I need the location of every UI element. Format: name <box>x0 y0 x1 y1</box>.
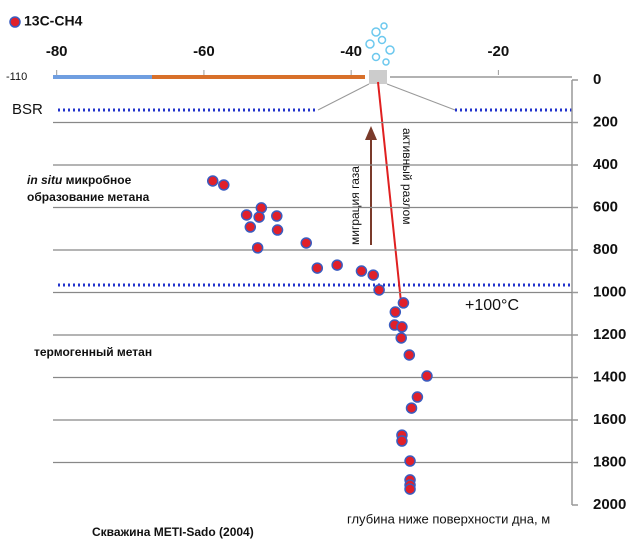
bsr-bend <box>387 84 455 110</box>
data-point <box>412 392 422 402</box>
y-tick-label: 1800 <box>593 453 626 470</box>
data-point <box>397 436 407 446</box>
y-tick-label: 2000 <box>593 496 626 513</box>
microbial-label: in situ микробное <box>27 173 132 187</box>
y-tick-label: 1400 <box>593 368 626 385</box>
data-point <box>219 180 229 190</box>
y-tick-label: 800 <box>593 241 618 258</box>
y-tick-label: 400 <box>593 156 618 173</box>
data-point <box>396 333 406 343</box>
x-tick-label: -40 <box>340 43 362 60</box>
data-point <box>332 260 342 270</box>
data-point <box>374 285 384 295</box>
y-tick-label: 0 <box>593 71 601 88</box>
vent <box>369 70 387 84</box>
data-point <box>208 176 218 186</box>
microbial-label: образование метана <box>27 190 150 204</box>
fault-line <box>378 82 401 302</box>
data-point <box>301 238 311 248</box>
data-point <box>405 456 415 466</box>
x-tick-label: -80 <box>46 43 68 60</box>
thermogenic-label: термогенный метан <box>34 345 152 359</box>
data-point <box>368 270 378 280</box>
y-tick-label: 200 <box>593 113 618 130</box>
microbial-label-part: in situ <box>27 173 63 187</box>
x-tick-label: -20 <box>488 43 510 60</box>
temperature-label: +100°C <box>465 297 519 314</box>
data-point <box>404 350 414 360</box>
data-point <box>254 212 264 222</box>
data-point <box>356 266 366 276</box>
bubbles <box>366 23 394 65</box>
data-point <box>272 211 282 221</box>
y-tick-label: 600 <box>593 198 618 215</box>
data-point <box>397 322 407 332</box>
microbial-label-part: микробное <box>62 173 131 187</box>
fault-label: активный разлом <box>400 128 414 225</box>
caption: Скважина METI-Sado (2004) <box>92 525 254 539</box>
legend-label: 13C-CH4 <box>24 13 83 29</box>
migration-arrowhead <box>365 126 377 140</box>
data-point <box>312 263 322 273</box>
legend-marker <box>10 17 20 27</box>
data-point <box>405 484 415 494</box>
y-tick-label: 1200 <box>593 326 626 343</box>
data-point <box>256 203 266 213</box>
data-point <box>273 225 283 235</box>
y-tick-label: 1000 <box>593 283 626 300</box>
surface-bar-blue <box>53 75 152 79</box>
bsr-bend <box>318 84 369 110</box>
data-point <box>422 371 432 381</box>
x-left-label: -110 <box>6 71 27 83</box>
data-point <box>398 298 408 308</box>
data-point <box>407 403 417 413</box>
surface-bar-orange <box>152 75 365 79</box>
data-point <box>253 243 263 253</box>
migration-label: миграция газа <box>348 166 362 245</box>
bsr-label: BSR <box>12 101 43 118</box>
x-tick-label: -60 <box>193 43 215 60</box>
data-point <box>390 307 400 317</box>
chart: 13C-CH4 -110 BSR +100°C in situ микробно… <box>0 0 643 545</box>
data-point <box>245 222 255 232</box>
y-tick-label: 1600 <box>593 411 626 428</box>
y-axis-label: глубина ниже поверхности дна, м <box>347 511 550 526</box>
data-point <box>242 210 252 220</box>
